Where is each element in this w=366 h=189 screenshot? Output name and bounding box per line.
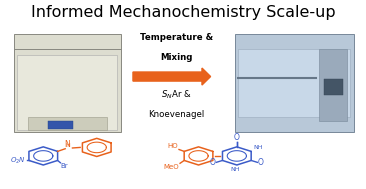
Text: O: O	[234, 132, 240, 142]
Text: Knoevenagel: Knoevenagel	[148, 110, 204, 119]
Text: Temperature &: Temperature &	[139, 33, 213, 42]
Text: $S_N$Ar &: $S_N$Ar &	[161, 89, 191, 101]
Text: O: O	[210, 158, 216, 167]
FancyBboxPatch shape	[238, 49, 350, 117]
FancyArrow shape	[133, 68, 210, 85]
Text: NH: NH	[230, 167, 240, 172]
Text: HO: HO	[167, 143, 178, 149]
Text: $O_2N$: $O_2N$	[10, 155, 26, 166]
FancyBboxPatch shape	[18, 55, 117, 130]
Text: Mixing: Mixing	[160, 53, 192, 62]
FancyBboxPatch shape	[325, 79, 343, 94]
Text: NH: NH	[253, 146, 262, 150]
FancyBboxPatch shape	[319, 49, 347, 121]
Text: N: N	[64, 140, 70, 149]
FancyBboxPatch shape	[28, 117, 107, 130]
Text: Br: Br	[61, 163, 68, 169]
Text: MeO: MeO	[164, 164, 179, 170]
Text: Informed Mechanochemistry Scale-up: Informed Mechanochemistry Scale-up	[31, 5, 335, 20]
FancyBboxPatch shape	[235, 34, 354, 132]
FancyBboxPatch shape	[14, 34, 121, 132]
FancyBboxPatch shape	[48, 121, 72, 129]
Text: H: H	[65, 143, 70, 148]
Text: O: O	[258, 158, 264, 167]
